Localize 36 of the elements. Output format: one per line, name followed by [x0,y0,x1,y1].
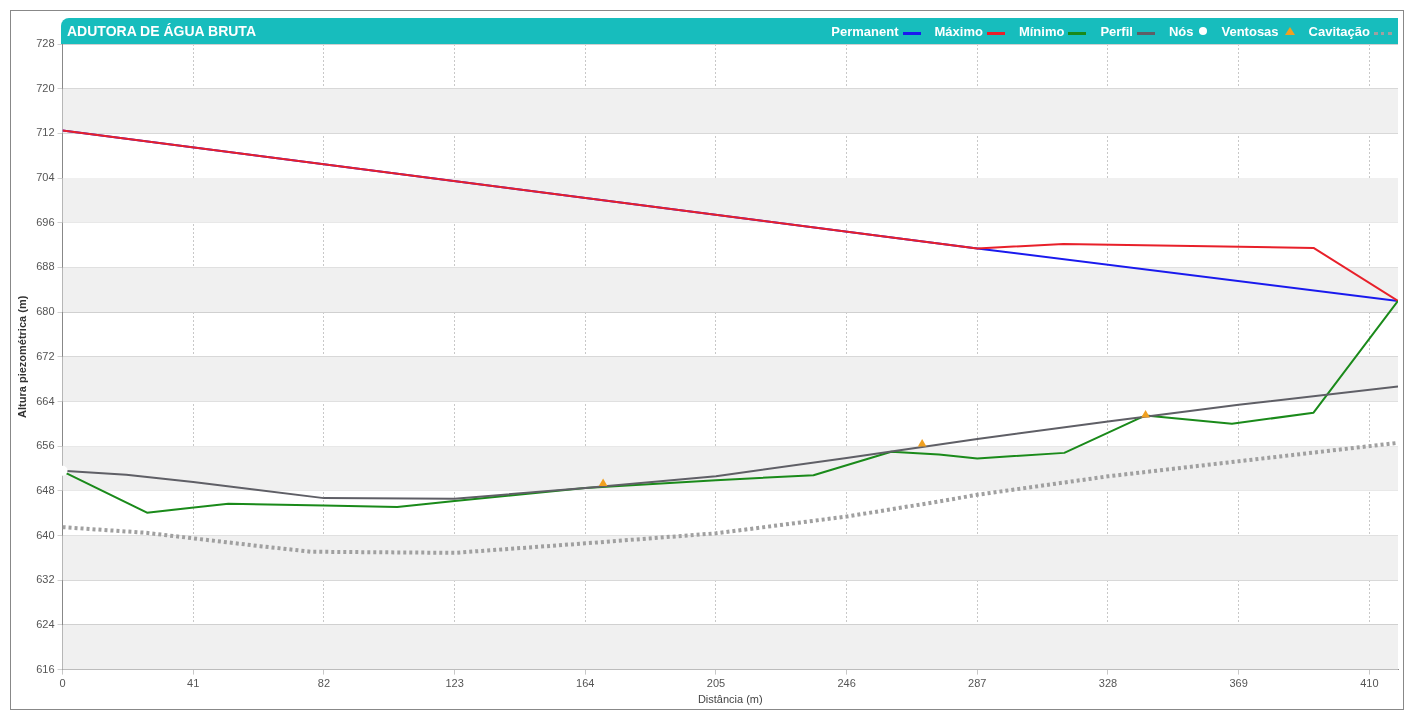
x-tick-label: 287 [968,677,987,690]
y-tick-label: 688 [36,260,55,273]
x-tick-label: 82 [317,677,331,690]
y-axis-title: Altura piezométrica (m) [15,295,28,418]
y-tick-label: 664 [36,394,55,407]
x-tick-label: 0 [59,677,66,690]
y-tick-label: 640 [36,528,55,541]
x-tick-label: 205 [706,677,726,690]
y-tick-label: 672 [36,349,55,362]
y-tick-label: 624 [36,617,55,630]
y-tick-label: 616 [36,662,55,675]
chart-title: ADUTORA DE ÁGUA BRUTA [66,23,256,39]
x-axis-title: Distância (m) [697,693,763,706]
x-tick-label: 410 [1360,677,1379,690]
legend-label: Ventosas [1221,23,1279,39]
x-tick-label: 246 [837,677,856,690]
y-tick-label: 632 [36,573,55,586]
x-tick-label: 164 [576,677,595,690]
y-tick-label: 696 [36,215,55,228]
y-tick-label: 728 [36,37,55,50]
y-tick-label: 720 [36,81,55,94]
y-tick-label: 680 [36,305,55,318]
x-tick-label: 123 [445,677,464,690]
legend-label: Permanent [831,23,899,39]
x-tick-label: 369 [1229,677,1248,690]
x-tick-label: 328 [1098,677,1118,690]
legend-label: Máximo [934,23,983,39]
y-tick-label: 648 [36,483,55,496]
x-tick-label: 41 [187,677,200,690]
legend-label: Mínimo [1018,23,1065,39]
legend-label: Cavitação [1308,23,1370,39]
legend-label: Perfil [1100,23,1133,39]
y-tick-label: 712 [36,126,55,139]
y-tick-label: 656 [36,439,55,452]
y-tick-label: 704 [36,171,55,184]
legend-label: Nós [1168,23,1194,39]
